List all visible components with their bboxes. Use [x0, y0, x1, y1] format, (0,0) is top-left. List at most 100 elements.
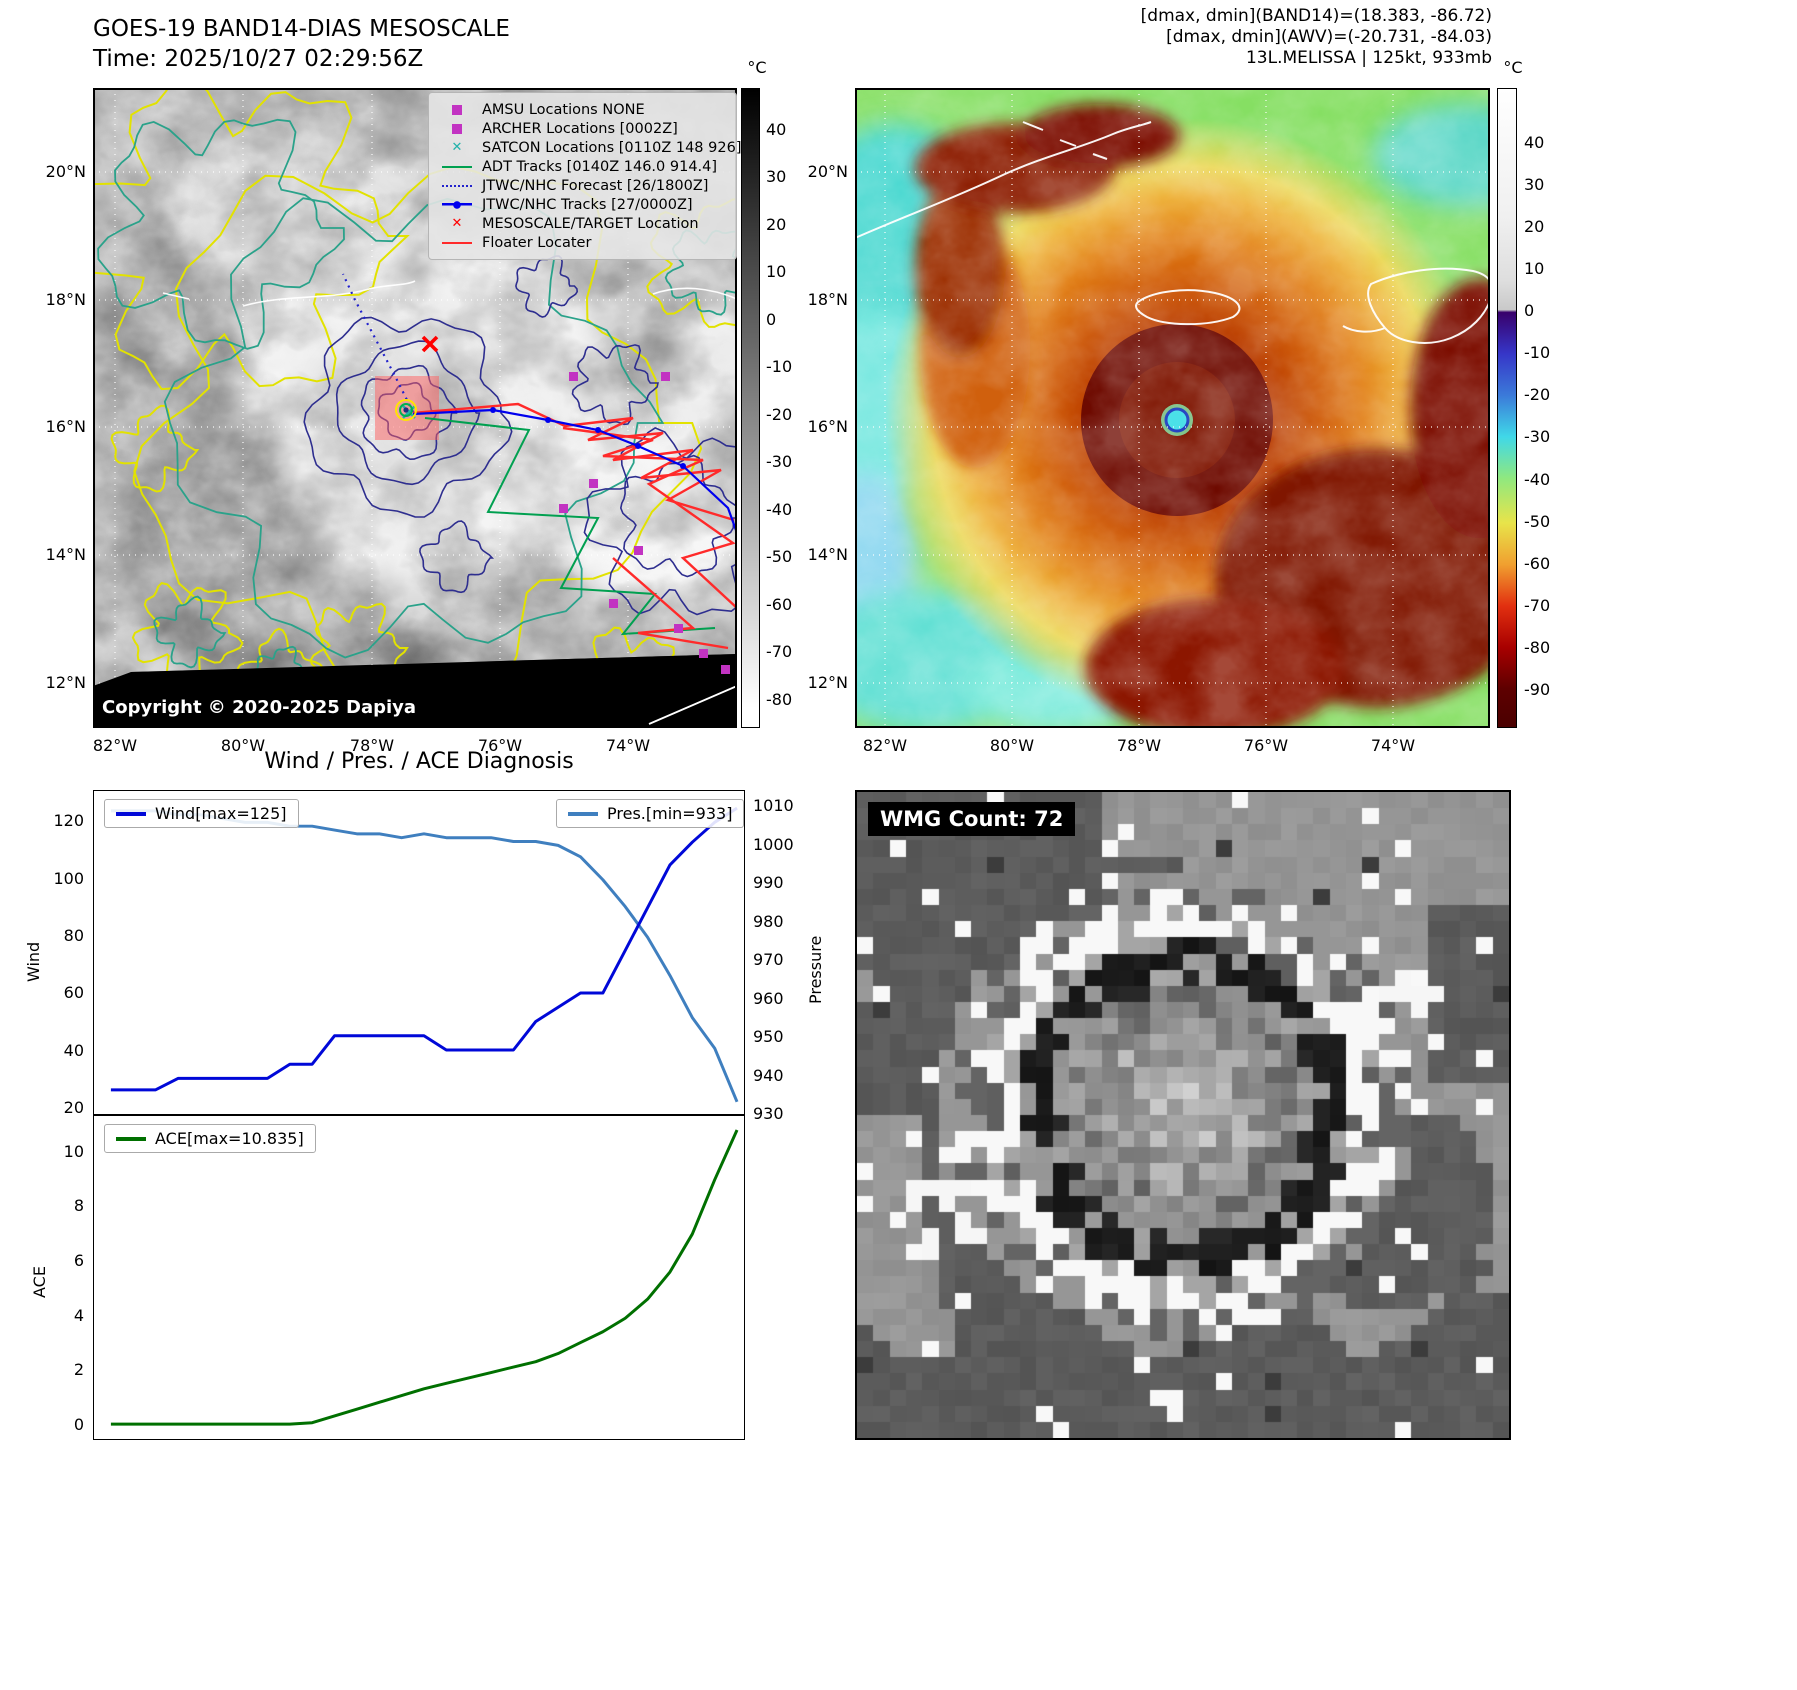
adt-tracks	[424, 417, 716, 636]
rainbow-colorbar	[1497, 88, 1517, 728]
map-frame	[855, 88, 1490, 728]
lon-label: 80°W	[220, 736, 266, 755]
ace-ytick: 4	[73, 1305, 84, 1325]
legend-item: MESOSCALE/TARGET Location	[439, 214, 726, 233]
legend-item: Floater Locater	[439, 233, 726, 252]
colorbar-tick: 30	[766, 167, 787, 187]
colorbar-tick: -30	[1524, 427, 1551, 447]
lon-label: 78°W	[349, 736, 395, 755]
legend-label: SATCON Locations [0110Z 148 926]	[482, 139, 742, 156]
colorbar-tick: -30	[766, 452, 793, 472]
lat-label: 20°N	[45, 162, 86, 181]
pressure-ytick: 990	[753, 873, 784, 893]
pressure-ytick: 930	[753, 1104, 784, 1124]
storm-center-marker	[395, 399, 417, 421]
wind-ytick: 80	[63, 926, 84, 946]
lon-label: 80°W	[989, 736, 1035, 755]
lon-label: 74°W	[605, 736, 651, 755]
line-marker-icon	[439, 166, 475, 168]
map-legend: AMSU Locations NONE ARCHER Locations [00…	[428, 92, 741, 260]
pressure-ytick: 960	[753, 988, 784, 1008]
x-marker-icon	[439, 140, 475, 155]
colorbar-tick: 20	[766, 214, 787, 234]
coastline-south	[648, 685, 737, 725]
legend-item: ADT Tracks [0140Z 146.0 914.4]	[439, 157, 726, 176]
ace-ytick: 6	[73, 1251, 84, 1271]
lat-label: 14°N	[45, 545, 86, 564]
lat-label: 14°N	[807, 545, 848, 564]
colorbar-tick: -80	[766, 689, 793, 709]
wind-ytick: 40	[63, 1040, 84, 1060]
colorbar-tick: -50	[766, 547, 793, 567]
wind-legend-label: Wind[max=125]	[155, 804, 287, 823]
pressure-ytick: 980	[753, 911, 784, 931]
target-location-x-marker	[421, 335, 439, 353]
ace-ytick: 10	[63, 1141, 84, 1161]
colorbar-tick: -50	[1524, 511, 1551, 531]
legend-label: JTWC/NHC Tracks [27/0000Z]	[482, 196, 693, 213]
wind-pressure-chart	[93, 790, 745, 1115]
colorbar-tick: 10	[1524, 259, 1545, 279]
awv-color-map	[855, 88, 1490, 728]
colorbar-tick: 0	[1524, 301, 1535, 321]
colorbar-tick: -10	[766, 357, 793, 377]
ace-ytick: 0	[73, 1414, 84, 1434]
lon-label: 76°W	[1243, 736, 1289, 755]
legend-item: JTWC/NHC Forecast [26/1800Z]	[439, 176, 726, 195]
colorbar-tick: 40	[766, 119, 787, 139]
colorbar-unit: °C	[1503, 58, 1523, 77]
colorbar-tick: 0	[766, 309, 777, 329]
pressure-ytick: 970	[753, 950, 784, 970]
copyright-text: Copyright © 2020-2025 Dapiya	[102, 697, 417, 718]
square-marker-icon	[439, 124, 475, 134]
wind-ytick: 120	[53, 811, 84, 831]
pressure-axis-label: Pressure	[806, 935, 825, 1004]
colorbar-tick: -80	[1524, 638, 1551, 657]
colorbar-tick: -90	[1524, 680, 1551, 700]
colorbar-tick: -60	[1524, 553, 1551, 573]
ace-legend-label: ACE[max=10.835]	[155, 1129, 304, 1148]
storm-name-intensity: 13L.MELISSA | 125kt, 933mb	[1245, 48, 1492, 68]
dmax-dmin-awv: [dmax, dmin](AWV)=(-20.731, -84.03)	[1166, 27, 1492, 47]
tl-panel-title: GOES-19 BAND14-DIAS MESOSCALE Time: 2025…	[93, 14, 510, 74]
ace-ytick: 2	[73, 1360, 84, 1380]
lon-label: 76°W	[477, 736, 523, 755]
wind-ytick: 100	[53, 868, 84, 888]
colorbar-tick: -40	[766, 499, 793, 519]
tl-subtitle: Time: 2025/10/27 02:29:56Z	[93, 46, 424, 72]
ace-ytick: 8	[73, 1196, 84, 1216]
legend-item: ARCHER Locations [0002Z]	[439, 119, 726, 138]
lat-label: 12°N	[807, 673, 848, 692]
tr-info-block: [dmax, dmin](BAND14)=(18.383, -86.72) [d…	[1100, 6, 1492, 69]
tl-title: GOES-19 BAND14-DIAS MESOSCALE	[93, 16, 510, 42]
lat-label: 12°N	[45, 673, 86, 692]
pressure-ytick: 940	[753, 1065, 784, 1085]
colorbar-unit: °C	[747, 58, 767, 77]
legend-item: AMSU Locations NONE	[439, 100, 726, 119]
colorbar-tick: -60	[766, 594, 793, 614]
pressure-ytick: 950	[753, 1027, 784, 1047]
map-frame	[93, 88, 737, 728]
coastlines	[162, 280, 737, 307]
square-marker-icon	[439, 105, 475, 115]
pressure-line-icon	[568, 811, 598, 816]
archer-location-markers	[559, 372, 730, 674]
lat-label: 20°N	[807, 162, 848, 181]
legend-label: ARCHER Locations [0002Z]	[482, 120, 678, 137]
wind-ytick: 20	[63, 1097, 84, 1117]
colorbar-tick: -40	[1524, 469, 1551, 489]
colorbar-tick: 10	[766, 262, 787, 282]
colorbar-tick: -70	[766, 642, 793, 662]
wind-line-icon	[116, 811, 146, 816]
colorbar-tick: 20	[1524, 216, 1545, 236]
cloud-texture	[855, 88, 1490, 728]
legend-item: SATCON Locations [0110Z 148 926]	[439, 138, 741, 157]
line-marker-icon	[439, 242, 475, 244]
pressure-legend-label: Pres.[min=933]	[607, 804, 733, 823]
colorbar-tick: -20	[1524, 385, 1551, 405]
ace-legend: ACE[max=10.835]	[104, 1124, 316, 1153]
legend-label: AMSU Locations NONE	[482, 101, 645, 118]
grayscale-colorbar	[741, 88, 760, 728]
diagnosis-chart-title: Wind / Pres. / ACE Diagnosis	[264, 749, 574, 774]
lon-label: 74°W	[1370, 736, 1416, 755]
